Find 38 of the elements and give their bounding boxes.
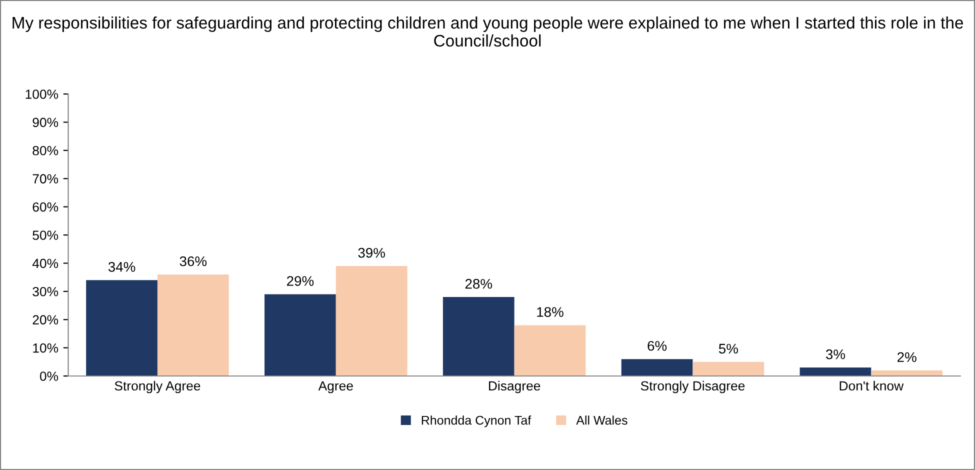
y-tick-label: 30% xyxy=(32,286,58,296)
y-tick-label: 70% xyxy=(32,174,58,184)
y-tick-label: 60% xyxy=(32,202,58,212)
bar xyxy=(157,274,229,376)
y-tick-label: 80% xyxy=(32,146,58,156)
y-tick-label: 50% xyxy=(32,230,58,240)
data-label: 34% xyxy=(108,262,136,272)
x-tick-label: Strongly Disagree xyxy=(640,380,745,394)
bar xyxy=(442,297,514,376)
y-tick-label: 90% xyxy=(32,118,58,128)
x-tick-label: Agree xyxy=(318,381,353,394)
y-tick-label: 100% xyxy=(26,90,58,99)
bar xyxy=(514,325,586,376)
legend-label: All Wales xyxy=(576,416,628,425)
bar xyxy=(336,266,408,376)
bar xyxy=(692,362,764,376)
y-tick-label: 10% xyxy=(33,343,58,353)
data-label: 28% xyxy=(465,278,492,289)
data-label: 6% xyxy=(648,340,667,351)
bar xyxy=(621,359,693,376)
x-tick-label: Disagree xyxy=(488,380,540,394)
y-tick-label: 0% xyxy=(40,372,58,381)
y-tick-label: 40% xyxy=(32,258,58,268)
data-label: 3% xyxy=(826,349,846,360)
data-label: 18% xyxy=(537,307,564,317)
chart-title: My responsibilities for safeguarding and protecting children and young people were explained to me when I started this role in the Council/school xyxy=(12,16,964,47)
x-tick-label: Strongly Agree xyxy=(114,380,200,394)
y-tick-label: 20% xyxy=(32,315,58,325)
legend-label: Rhondda Cynon Taf xyxy=(422,416,532,428)
data-label: 36% xyxy=(180,256,207,266)
x-tick-label: Don't know xyxy=(840,380,904,391)
bar xyxy=(86,280,158,376)
data-label: 39% xyxy=(358,248,385,258)
data-label: 29% xyxy=(287,276,314,286)
bar xyxy=(264,294,336,376)
data-label: 2% xyxy=(898,352,916,362)
bar xyxy=(800,368,872,376)
data-label: 5% xyxy=(718,344,738,354)
